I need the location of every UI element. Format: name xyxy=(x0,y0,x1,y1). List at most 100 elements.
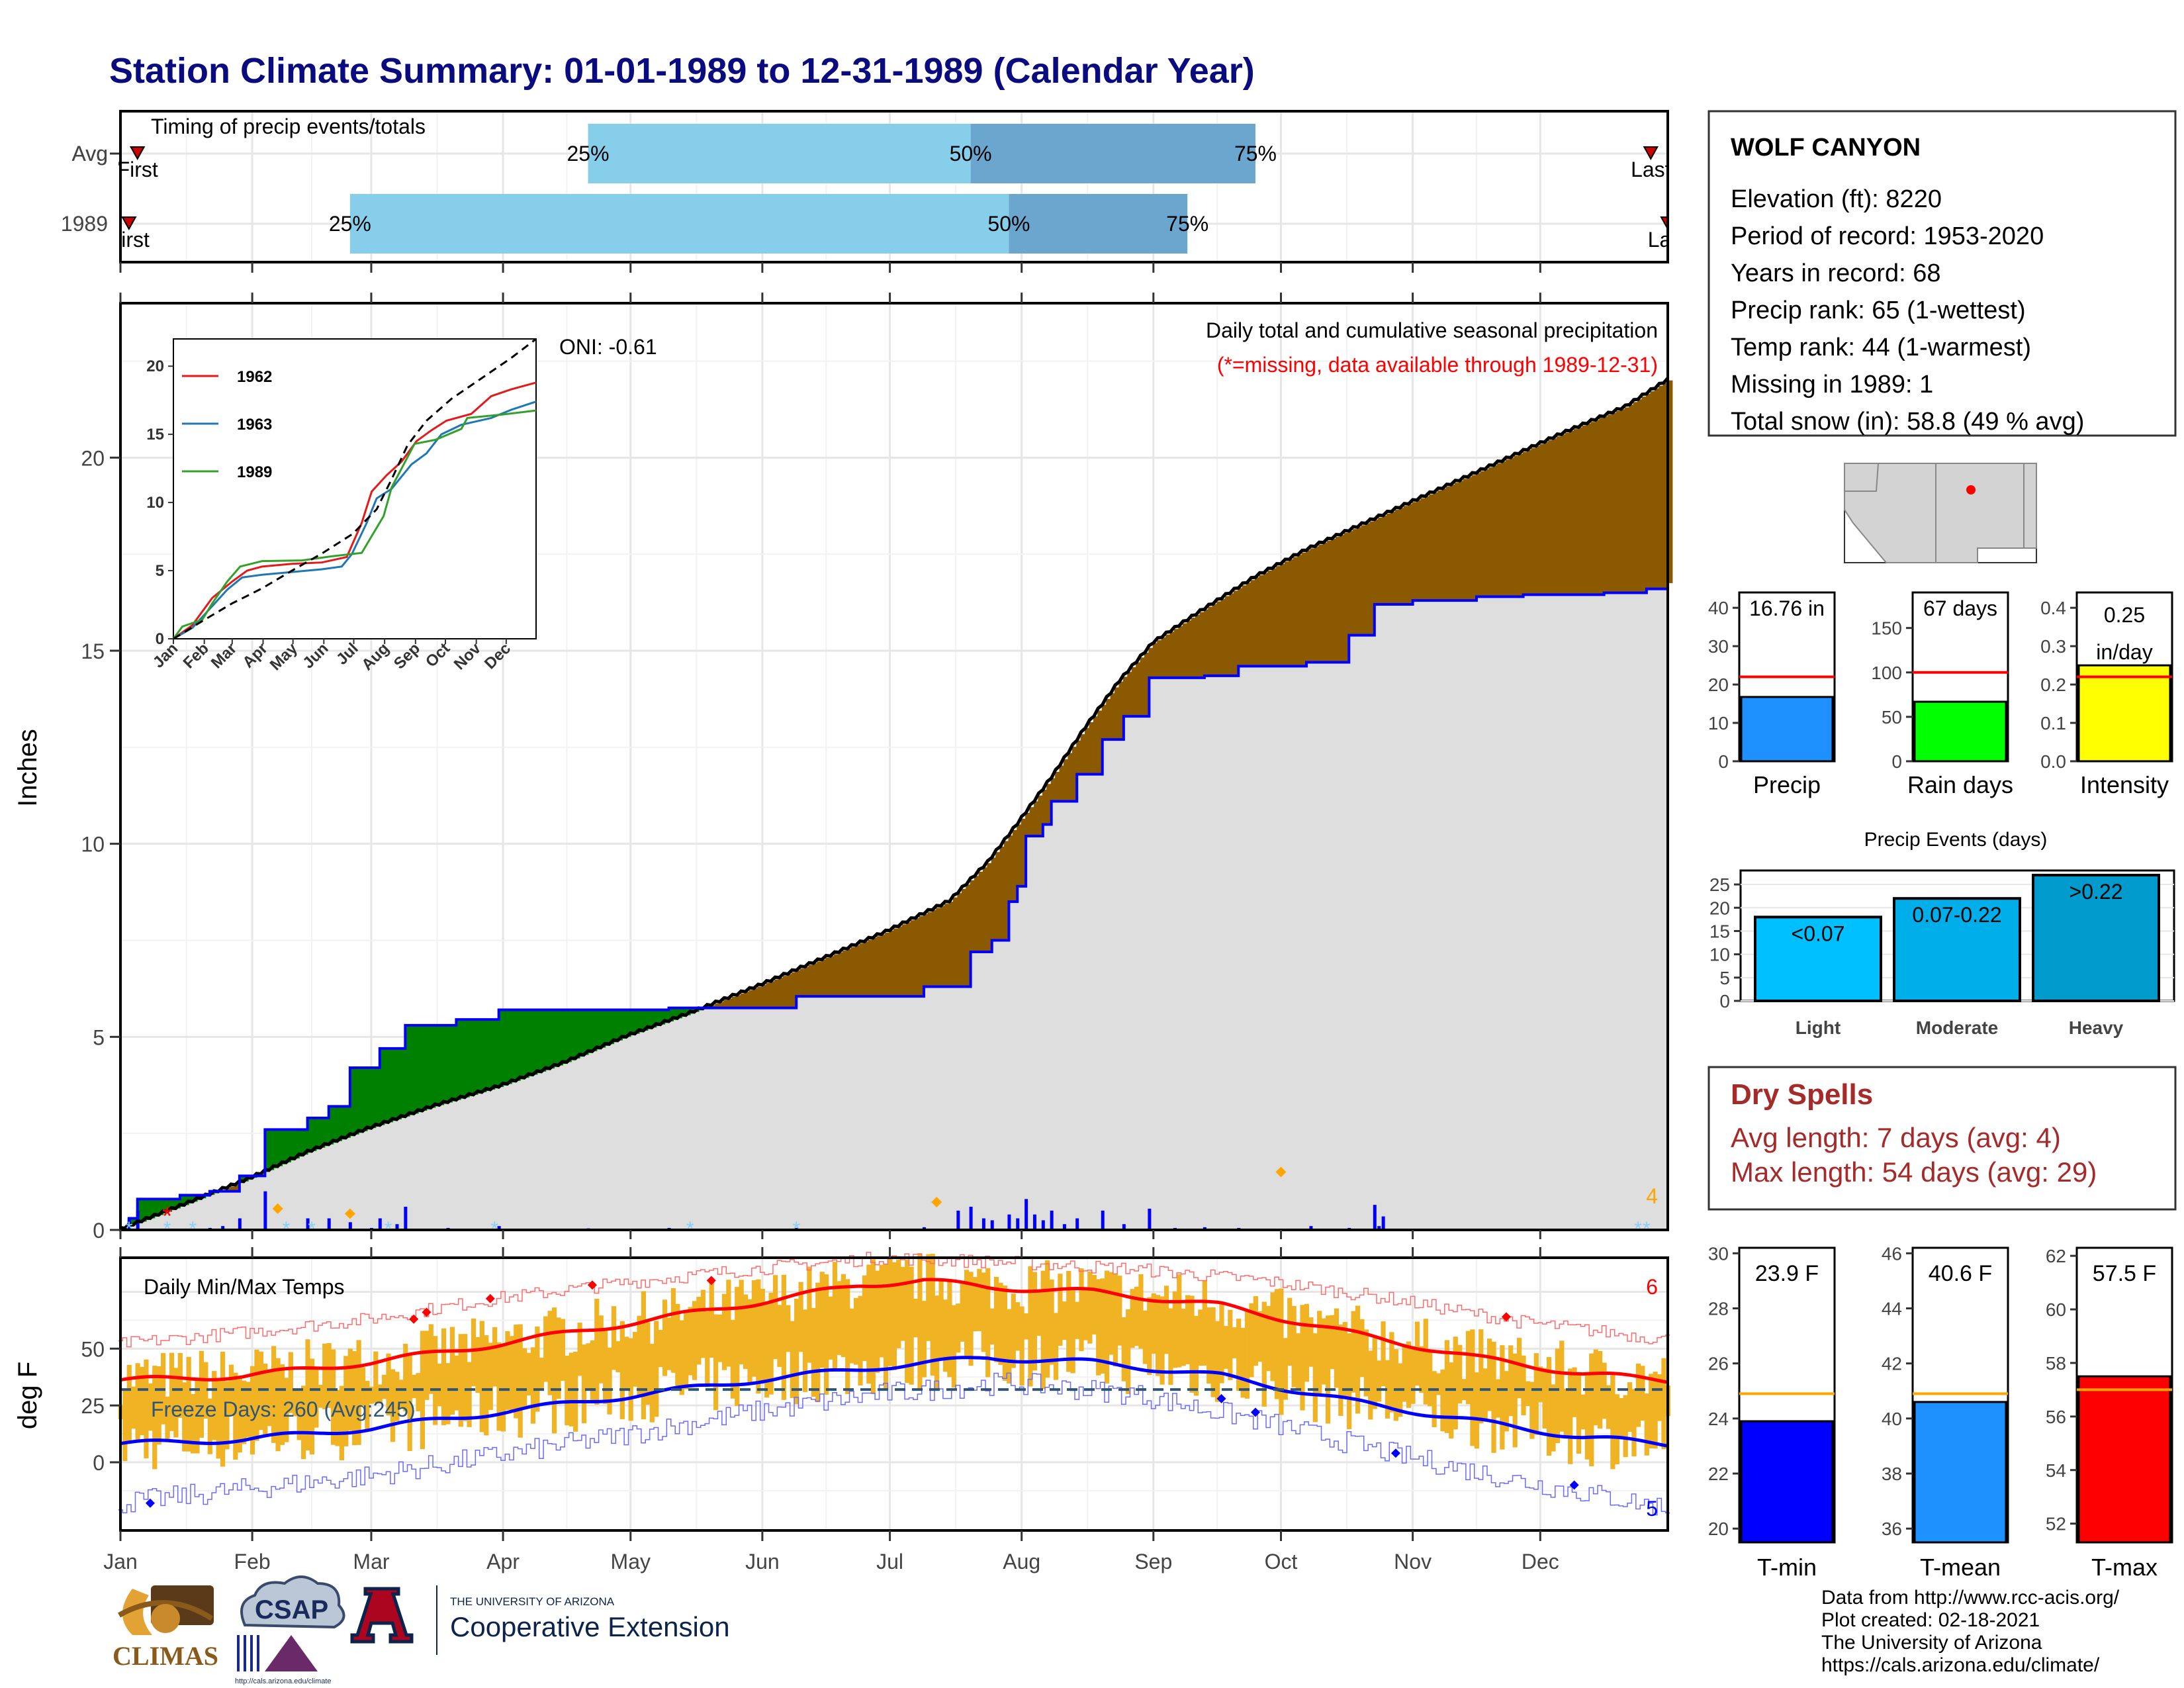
daily-temp-range-bar xyxy=(1419,1346,1424,1393)
surplus-area xyxy=(379,1048,385,1125)
deficit-area xyxy=(1242,585,1248,667)
deficit-area xyxy=(1340,535,1345,663)
dry-spells-title: Dry Spells xyxy=(1731,1078,1873,1111)
surplus-area xyxy=(438,1025,445,1105)
mini-chart-y-tick-label: 0 xyxy=(1718,751,1729,772)
daily-temp-range-bar xyxy=(1551,1384,1556,1452)
daily-temp-range-bar xyxy=(1121,1317,1126,1382)
surplus-area xyxy=(264,1129,270,1172)
daily-precip-bar xyxy=(922,1227,926,1230)
daily-temp-range-bar xyxy=(1130,1289,1135,1348)
daily-temp-range-bar xyxy=(500,1343,506,1432)
daily-temp-range-bar xyxy=(1291,1305,1297,1387)
daily-temp-range-bar xyxy=(1100,1278,1105,1374)
deficit-area xyxy=(1412,502,1418,601)
daily-temp-range-bar xyxy=(496,1342,502,1431)
daily-precip-bar xyxy=(1203,1227,1206,1230)
daily-temp-range-bar xyxy=(607,1347,612,1415)
surplus-area xyxy=(294,1129,300,1159)
daily-temp-range-bar xyxy=(1283,1338,1288,1400)
daily-temp-range-bar xyxy=(216,1378,221,1459)
daily-temp-range-bar xyxy=(1240,1328,1246,1398)
record-low-marker xyxy=(1216,1393,1226,1403)
daily-temp-range-bar xyxy=(526,1352,531,1395)
deficit-area xyxy=(1336,536,1342,663)
timing-row-label: Avg xyxy=(71,142,108,165)
deficit-area xyxy=(1208,606,1214,676)
daily-temp-range-bar xyxy=(968,1272,974,1366)
timing-q25-label: 25% xyxy=(567,142,610,165)
mini-chart-y-tick-label: 0.1 xyxy=(2040,713,2066,733)
mini-chart-y-tick-label: 28 xyxy=(1708,1298,1729,1319)
daily-temp-range-bar xyxy=(390,1369,396,1442)
mini-chart-y-tick-label: 22 xyxy=(1708,1464,1729,1484)
deficit-area xyxy=(829,956,836,997)
daily-precip-bar xyxy=(1007,1214,1011,1230)
daily-temp-range-bar xyxy=(441,1328,447,1425)
deficit-area xyxy=(1033,801,1040,836)
daily-temp-range-bar xyxy=(322,1343,328,1409)
dry-max-length: Max length: 54 days (avg: 29) xyxy=(1731,1156,2097,1188)
surplus-area xyxy=(549,1009,555,1069)
deficit-area xyxy=(1590,422,1596,595)
surplus-area xyxy=(136,1199,143,1223)
surplus-area xyxy=(651,1009,657,1028)
deficit-area xyxy=(885,932,891,997)
deficit-area xyxy=(778,977,784,1008)
deficit-area xyxy=(1203,609,1210,676)
deficit-area xyxy=(1484,469,1490,597)
surplus-area xyxy=(128,1218,134,1227)
daily-temp-range-bar xyxy=(1219,1303,1224,1383)
deficit-area xyxy=(1161,637,1167,678)
deficit-area xyxy=(1050,778,1057,802)
daily-temp-range-bar xyxy=(330,1349,336,1445)
daily-precip-bar xyxy=(969,1207,973,1230)
daily-temp-range-bar xyxy=(242,1380,247,1444)
daily-temp-range-bar xyxy=(505,1331,510,1410)
deficit-area xyxy=(1459,481,1465,601)
daily-temp-range-bar xyxy=(1368,1350,1373,1420)
daily-temp-range-bar xyxy=(972,1277,978,1332)
daily-temp-range-bar xyxy=(905,1259,910,1383)
deficit-area xyxy=(952,897,959,987)
deficit-area xyxy=(1387,513,1392,604)
mini-chart-y-tick-label: 0 xyxy=(1891,751,1902,772)
mini-chart-value-label: 67 days xyxy=(1923,596,1997,620)
surplus-area xyxy=(417,1025,424,1113)
surplus-area xyxy=(273,1129,279,1168)
daily-temp-range-bar xyxy=(951,1305,956,1388)
deficit-area xyxy=(1505,459,1512,597)
deficit-area xyxy=(1267,570,1273,667)
daily-temp-range-bar xyxy=(318,1384,323,1408)
daily-precip-bar xyxy=(1062,1224,1066,1230)
daily-temp-range-bar xyxy=(1559,1340,1565,1432)
daily-temp-range-bar xyxy=(479,1321,484,1432)
daily-temp-range-bar xyxy=(514,1325,519,1419)
daily-temp-range-bar xyxy=(1457,1344,1463,1404)
mini-chart-precip: 0 10 20 30 40 16.76 in Precip xyxy=(1708,591,1836,798)
daily-temp-range-bar xyxy=(1482,1368,1488,1422)
daily-temp-range-bar xyxy=(1113,1274,1118,1367)
daily-temp-range-bar xyxy=(463,1334,468,1421)
surplus-area xyxy=(422,1025,428,1111)
deficit-area xyxy=(226,1188,232,1192)
daily-temp-range-bar xyxy=(1572,1367,1577,1417)
station-info-line: Period of record: 1953-2020 xyxy=(1731,222,2044,250)
deficit-area xyxy=(1603,416,1610,593)
record-min-line xyxy=(118,1372,1670,1516)
daily-temp-range-bar xyxy=(1028,1266,1033,1387)
deficit-area xyxy=(915,918,921,997)
deficit-area xyxy=(1645,394,1652,589)
daily-temp-range-bar xyxy=(484,1335,489,1436)
daily-temp-range-bar xyxy=(1631,1389,1637,1457)
daily-temp-range-bar xyxy=(293,1389,298,1417)
deficit-area xyxy=(1071,747,1078,802)
deficit-area xyxy=(880,934,887,997)
mini-chart-y-tick-label: 54 xyxy=(2046,1460,2066,1481)
month-tick-label: Oct xyxy=(1265,1550,1298,1573)
daily-temp-range-bar xyxy=(815,1282,821,1403)
station-location-dot xyxy=(1966,485,1976,494)
events-category-label: Moderate xyxy=(1916,1017,1998,1038)
daily-temp-range-bar xyxy=(1538,1366,1543,1403)
mini-chart-value-label: 23.9 F xyxy=(1755,1261,1819,1286)
